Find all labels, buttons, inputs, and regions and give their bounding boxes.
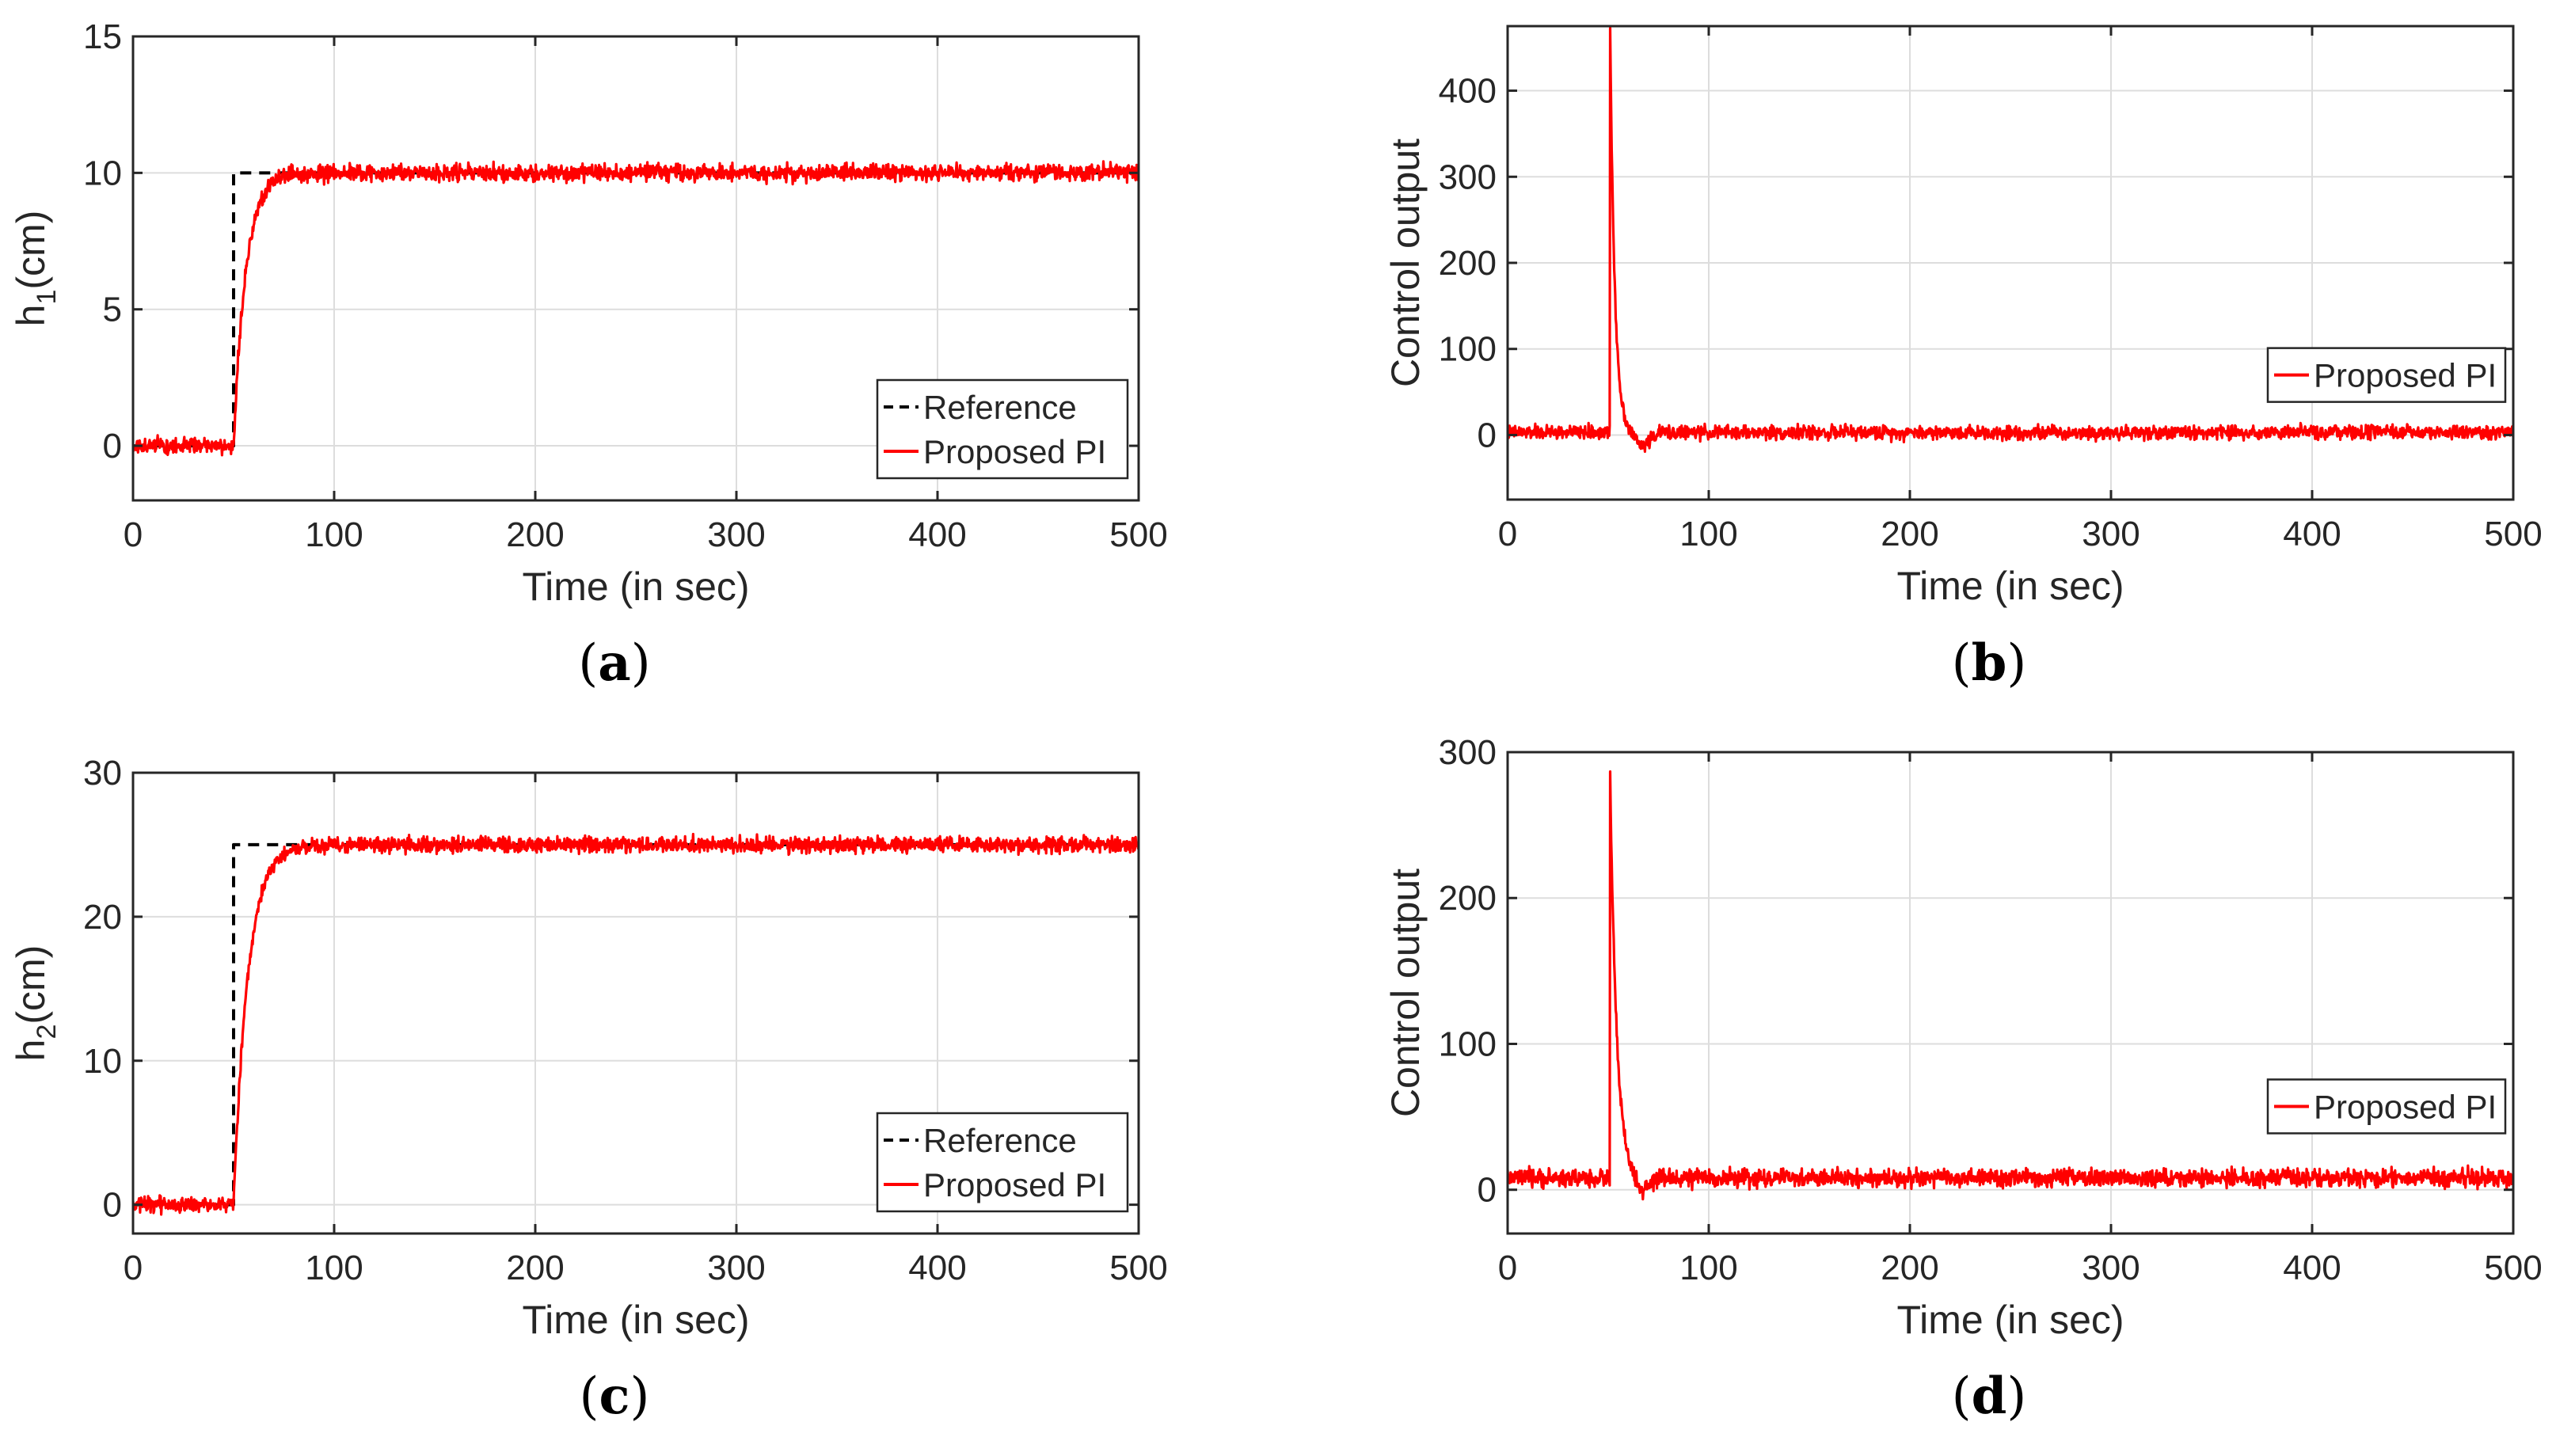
xtick-label-a-3: 300 [707,515,765,554]
xtick-label-c-4: 400 [908,1249,966,1287]
legend-label-b-0: Proposed PI [2314,357,2497,394]
caption-b: (b) [1951,633,2027,693]
ytick-label-a-3: 15 [83,17,122,56]
xtick-label-a-0: 0 [124,515,143,554]
series-c-proposed-pi [133,832,1139,1216]
xtick-label-b-5: 500 [2484,515,2542,553]
xlabel-a: Time (in sec) [522,565,749,609]
xtick-label-b-3: 300 [2082,515,2140,553]
caption-c: (c) [579,1367,650,1426]
series-b-proposed-pi [1508,26,2513,453]
xtick-label-a-5: 500 [1109,515,1167,554]
ytick-label-b-1: 100 [1439,330,1497,369]
caption-d-letter: d [1971,1367,2007,1426]
xtick-label-c-2: 200 [506,1249,564,1287]
xtick-label-d-2: 200 [1881,1249,1938,1287]
xtick-label-d-4: 400 [2283,1249,2341,1287]
ytick-label-c-2: 20 [83,898,122,937]
xtick-label-a-4: 400 [908,515,966,554]
caption-d: (d) [1951,1367,2027,1426]
chart-a: 0 100 200 300 400 500 0 5 10 15 Time (in sec) h1(cm… [9,17,1168,609]
legend-label-d-0: Proposed PI [2314,1088,2497,1125]
xtick-label-d-5: 500 [2484,1249,2542,1287]
ytick-label-a-0: 0 [103,427,122,466]
legend-label-a-1: Proposed PI [923,433,1106,470]
series-a-proposed-pi [133,160,1139,457]
xtick-label-b-2: 200 [1881,515,1938,553]
ytick-label-b-4: 400 [1439,72,1497,111]
chart-c: 0 100 200 300 400 500 0 10 20 30 Time (in sec) h2(c… [9,754,1168,1342]
legend-label-c-1: Proposed PI [923,1166,1106,1203]
ytick-label-d-3: 300 [1439,733,1497,772]
xtick-label-b-4: 400 [2283,515,2341,553]
axes-frame-c [131,771,1140,1235]
xtick-label-b-1: 100 [1679,515,1737,553]
ytick-label-b-2: 200 [1439,244,1497,283]
legend-label-c-0: Reference [923,1122,1077,1159]
series-d-proposed-pi [1508,770,2513,1201]
xtick-label-d-1: 100 [1679,1249,1737,1287]
caption-a: (a) [578,633,651,693]
axes-frame-a [131,35,1140,502]
ytick-label-a-2: 10 [83,154,122,192]
xtick-label-a-2: 200 [506,515,564,554]
ylabel-c: h2(cm) [9,945,62,1062]
legend-b: Proposed PI [2266,347,2507,403]
caption-a-letter: a [598,633,631,693]
ytick-label-b-0: 0 [1478,416,1497,454]
xtick-label-c-5: 500 [1109,1249,1167,1287]
xtick-label-b-0: 0 [1498,515,1517,553]
ytick-label-c-3: 30 [83,754,122,793]
legend-label-a-0: Reference [923,389,1077,426]
ylabel-d: Control output [1383,869,1428,1117]
legend-box-a [876,378,1129,480]
ytick-label-d-2: 200 [1439,879,1497,918]
chart-b: 0 100 200 300 400 500 0 100 200 300 400 Time (in se… [1383,25,2543,608]
ylabel-a: h1(cm) [9,211,62,327]
chart-d: 0 100 200 300 400 500 0 100 200 300 Time (in sec) C… [1383,733,2543,1342]
xtick-label-d-0: 0 [1498,1249,1517,1287]
xlabel-c: Time (in sec) [522,1298,749,1342]
legend-box-c [876,1112,1129,1213]
legend-a: Reference Proposed PI [876,378,1129,480]
legend-c: Reference Proposed PI [876,1112,1129,1213]
ylabel-b: Control output [1383,139,1428,387]
xlabel-b: Time (in sec) [1896,564,2124,608]
caption-b-letter: b [1971,633,2007,693]
xtick-label-c-1: 100 [305,1249,363,1287]
ytick-label-b-3: 300 [1439,158,1497,196]
ytick-label-a-1: 5 [103,291,122,329]
legend-d: Proposed PI [2266,1078,2507,1135]
axes-frame-d [1506,751,2515,1235]
xtick-label-d-3: 300 [2082,1249,2140,1287]
xtick-label-c-0: 0 [124,1249,143,1287]
caption-c-letter: c [599,1367,630,1426]
xlabel-d: Time (in sec) [1896,1298,2124,1342]
ytick-label-c-1: 10 [83,1042,122,1081]
ytick-label-c-0: 0 [103,1186,122,1225]
ytick-label-d-1: 100 [1439,1025,1497,1063]
ytick-label-d-0: 0 [1478,1171,1497,1210]
xtick-label-c-3: 300 [707,1249,765,1287]
xtick-label-a-1: 100 [305,515,363,554]
